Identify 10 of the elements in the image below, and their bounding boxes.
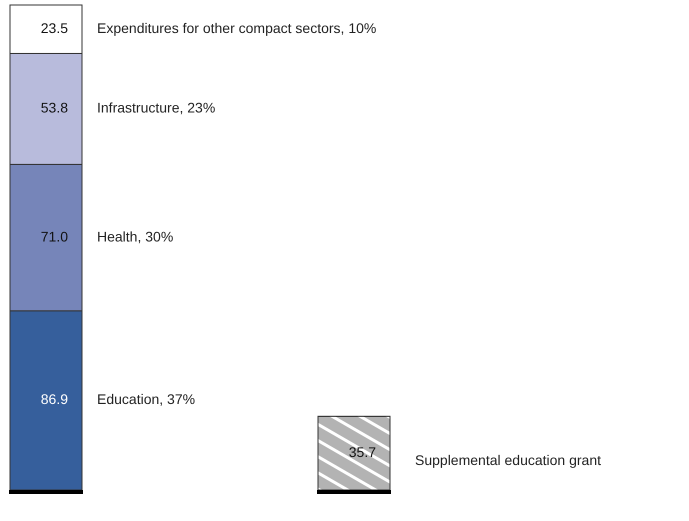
data-label: 35.7 xyxy=(348,444,376,460)
series-label: Infrastructure, 23% xyxy=(97,100,216,116)
data-label: 71.0 xyxy=(40,228,68,244)
data-label: 53.8 xyxy=(40,100,68,116)
data-label: 86.9 xyxy=(40,391,68,408)
series-label: Supplemental education grant xyxy=(415,452,602,468)
series-label: Health, 30% xyxy=(97,228,174,244)
data-label: 23.5 xyxy=(40,20,68,36)
series-label: Expenditures for other compact sectors, 10% xyxy=(97,20,376,36)
series-label: Education, 37% xyxy=(97,391,196,408)
